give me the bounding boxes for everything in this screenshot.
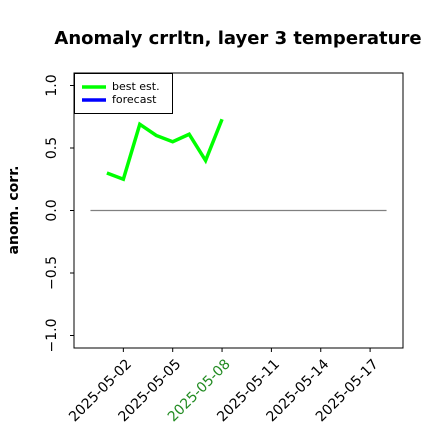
y-tick-label: −0.5 (44, 256, 60, 290)
chart-title: Anomaly crrltn, layer 3 temperature (54, 28, 421, 49)
series-line (106, 118, 224, 182)
y-tick-label: 0.0 (44, 199, 60, 221)
y-tick-label: 0.5 (44, 137, 60, 159)
legend-box (74, 73, 173, 114)
y-tick-label: −1.0 (44, 319, 60, 353)
legend-label: best est. (112, 80, 160, 93)
y-axis-label: anom. corr. (6, 166, 22, 255)
y-tick-label: 1.0 (44, 74, 60, 96)
legend-label: forecast (112, 93, 157, 106)
